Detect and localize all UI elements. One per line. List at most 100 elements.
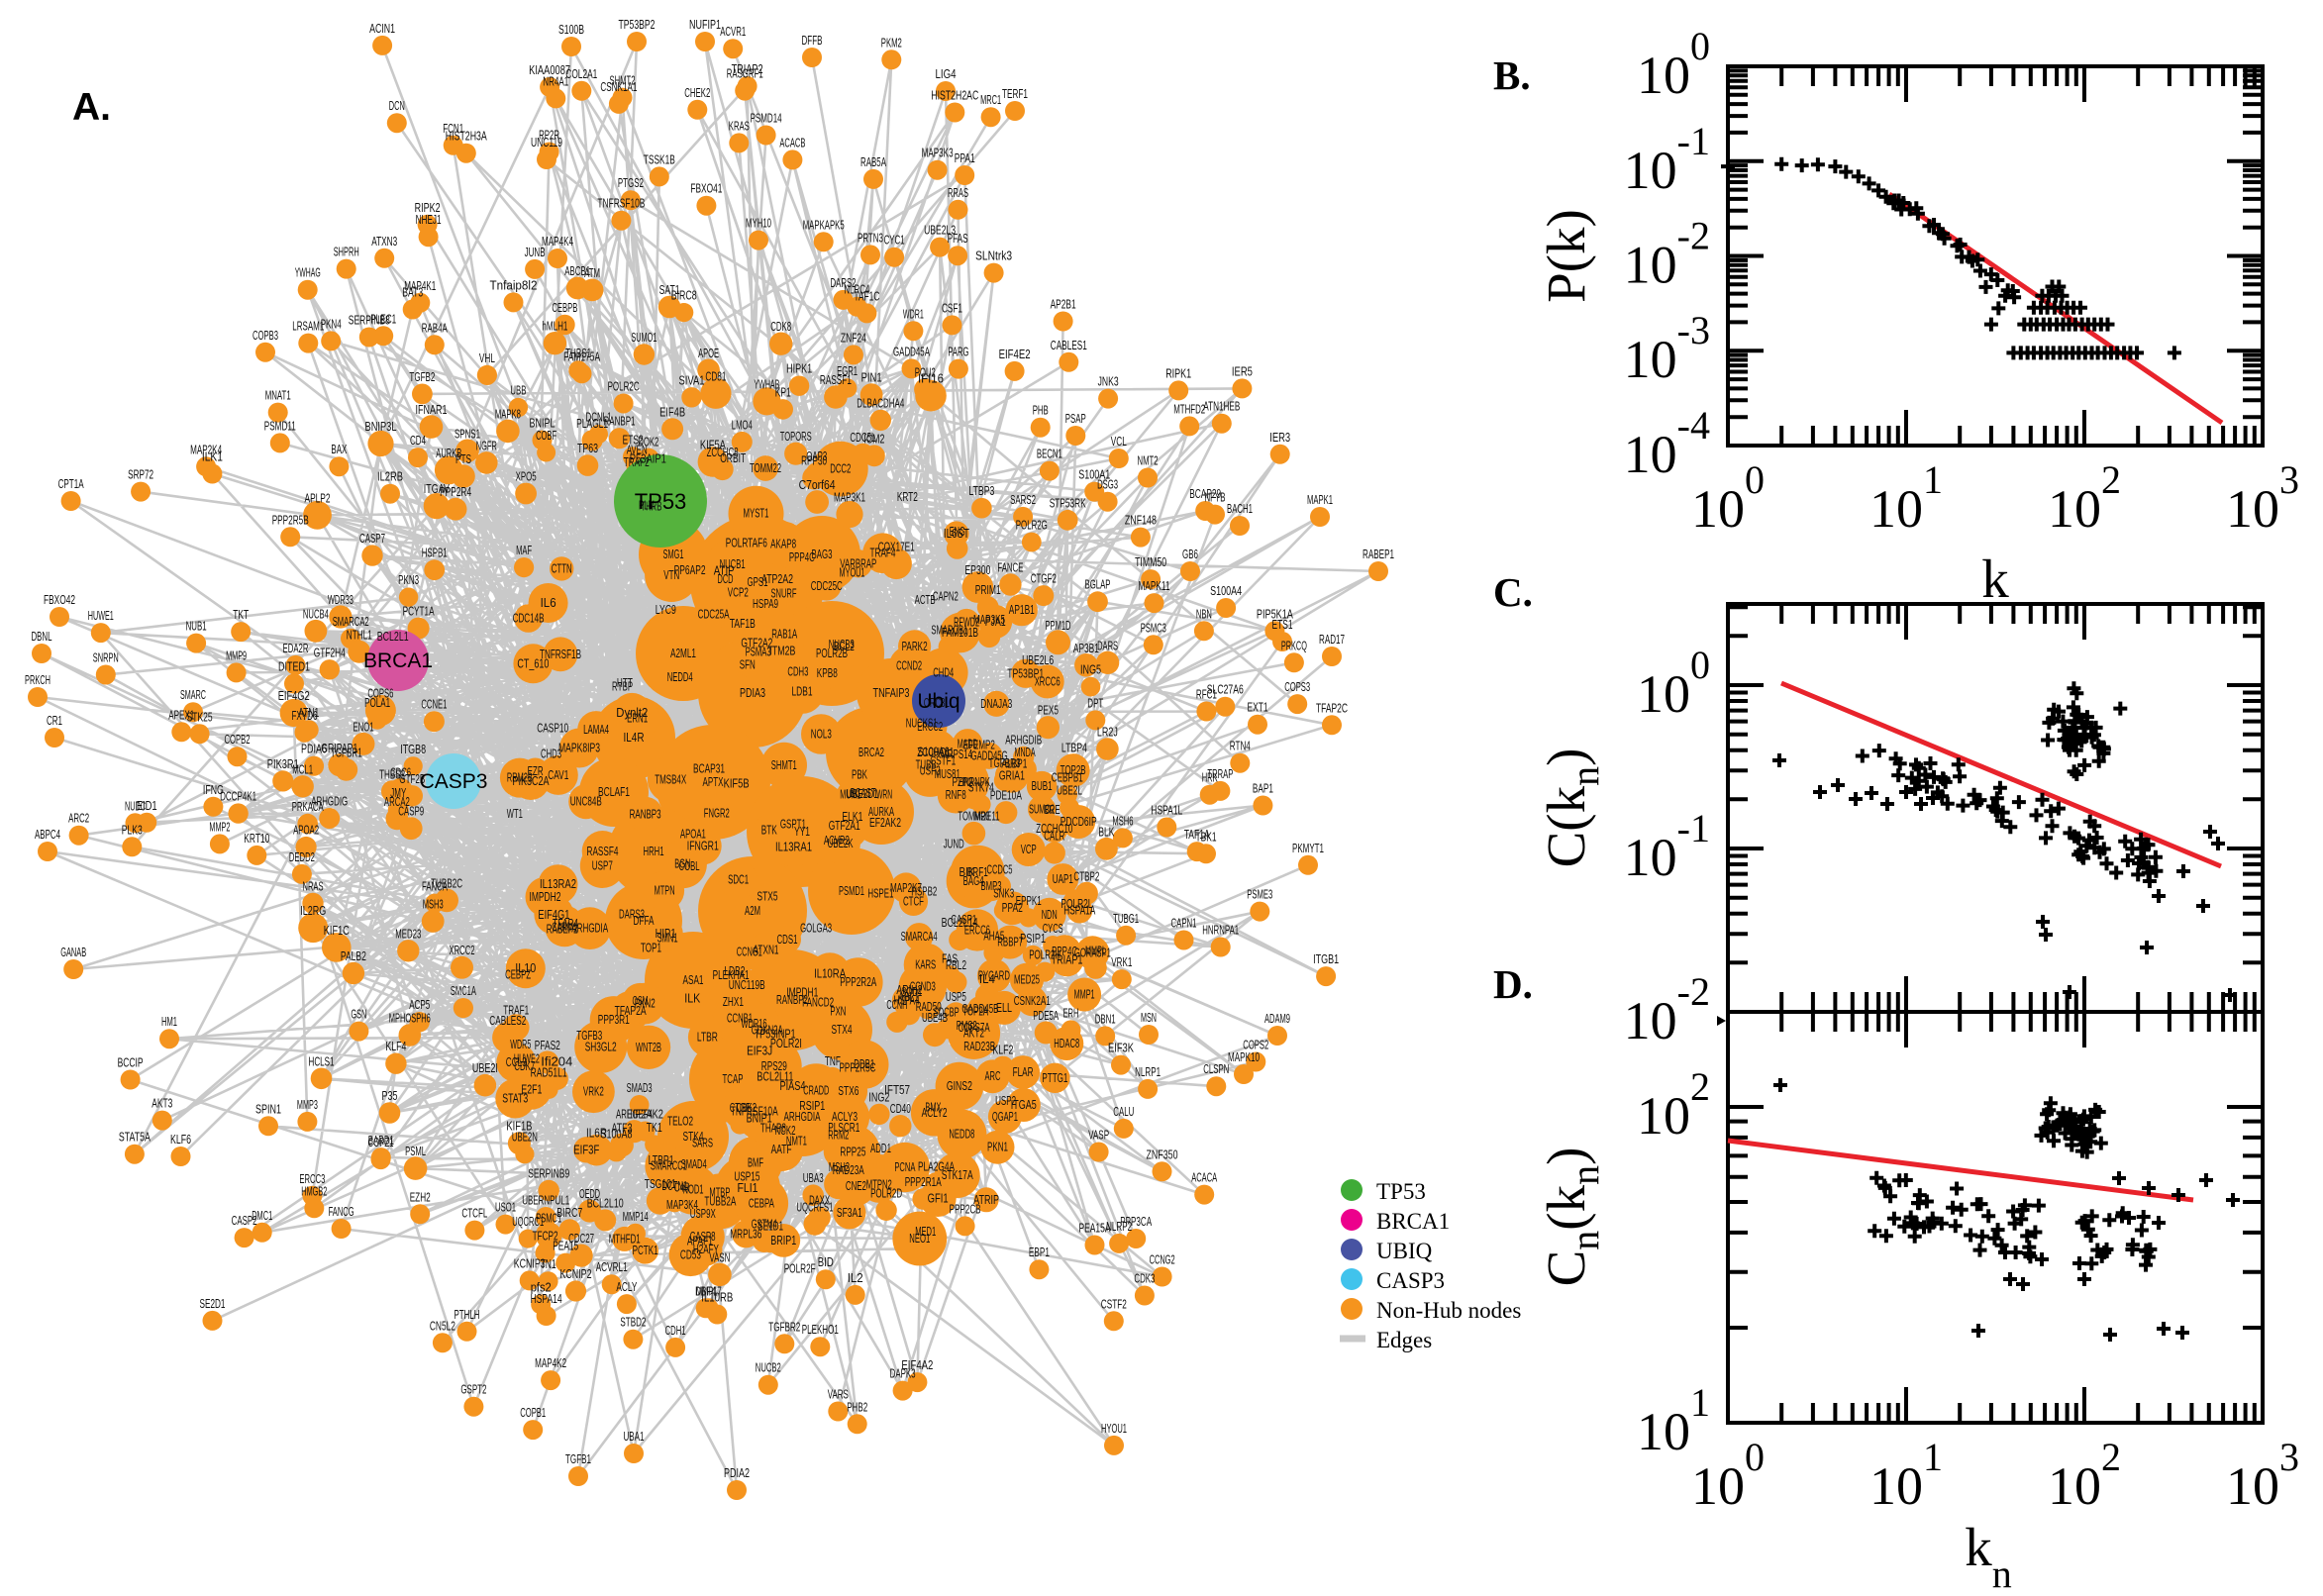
svg-text:JMY: JMY xyxy=(390,785,406,800)
svg-text:Ubiq: Ubiq xyxy=(917,690,960,713)
svg-text:MAP2K7: MAP2K7 xyxy=(890,880,922,895)
svg-text:PTS: PTS xyxy=(455,451,471,466)
svg-text:ARC: ARC xyxy=(985,1068,1001,1083)
svg-text:SARS2: SARS2 xyxy=(1010,492,1036,507)
svg-text:PIP5K1A: PIP5K1A xyxy=(1257,606,1293,621)
svg-text:BAG4: BAG4 xyxy=(963,873,984,888)
svg-text:UQCRFS1: UQCRFS1 xyxy=(796,1199,833,1214)
svg-text:ARIH2: ARIH2 xyxy=(896,982,922,997)
svg-text:CSTF1: CSTF1 xyxy=(930,752,956,767)
svg-text:MAPK8IP3: MAPK8IP3 xyxy=(558,741,600,755)
svg-text:IFNGR1: IFNGR1 xyxy=(687,839,719,853)
svg-text:EIF3F: EIF3F xyxy=(573,1142,599,1156)
svg-text:STX4: STX4 xyxy=(832,1022,853,1037)
svg-text:IL13RA2: IL13RA2 xyxy=(540,876,576,891)
svg-text:ACP5: ACP5 xyxy=(409,997,430,1012)
svg-text:PKN3: PKN3 xyxy=(398,572,419,587)
svg-text:VARS: VARS xyxy=(828,1387,849,1402)
svg-text:TRAF2: TRAF2 xyxy=(624,454,650,469)
svg-text:PPP2CB: PPP2CB xyxy=(950,1201,981,1216)
svg-text:ATXN3: ATXN3 xyxy=(371,234,397,249)
svg-text:TAF1C: TAF1C xyxy=(854,288,879,303)
svg-text:FANCD2: FANCD2 xyxy=(802,994,834,1009)
svg-text:PIK3C2A: PIK3C2A xyxy=(513,773,550,788)
svg-text:GADD45G: GADD45G xyxy=(971,748,1008,762)
svg-text:H2AFY: H2AFY xyxy=(693,1242,719,1256)
svg-text:PZP2: PZP2 xyxy=(953,774,973,789)
svg-text:FANCG: FANCG xyxy=(329,1204,354,1219)
svg-text:RSIP1: RSIP1 xyxy=(799,1098,825,1113)
svg-text:pfs2: pfs2 xyxy=(531,1279,552,1294)
svg-text:ACLY3: ACLY3 xyxy=(832,1109,858,1124)
svg-text:DFFA: DFFA xyxy=(634,913,655,928)
svg-text:STK17A: STK17A xyxy=(942,1167,973,1182)
svg-text:HSPB2: HSPB2 xyxy=(911,884,937,899)
svg-text:CALR: CALR xyxy=(1044,829,1064,844)
svg-text:GORASP1: GORASP1 xyxy=(1074,945,1111,959)
svg-text:UQCRC1: UQCRC1 xyxy=(512,1214,544,1229)
svg-text:TGFBR1: TGFBR1 xyxy=(331,745,362,759)
svg-text:CDK7: CDK7 xyxy=(514,1058,535,1073)
svg-text:EID1: EID1 xyxy=(137,798,157,813)
svg-text:LDB1: LDB1 xyxy=(792,684,813,699)
svg-text:WDR5: WDR5 xyxy=(510,1037,531,1051)
svg-text:S100A6: S100A6 xyxy=(918,744,950,758)
svg-text:NLRP2: NLRP2 xyxy=(1106,1219,1132,1234)
svg-text:C7orf64: C7orf64 xyxy=(799,477,836,492)
svg-text:TNFRSF10B: TNFRSF10B xyxy=(597,196,645,211)
svg-text:S100B: S100B xyxy=(558,22,584,37)
svg-text:D.: D. xyxy=(1493,961,1533,1007)
svg-text:RRAS: RRAS xyxy=(948,185,968,200)
svg-text:BMX: BMX xyxy=(925,1099,941,1114)
svg-text:THRB: THRB xyxy=(641,499,661,514)
svg-text:IER3: IER3 xyxy=(1269,430,1290,445)
svg-text:CCNE1: CCNE1 xyxy=(421,697,447,712)
svg-text:PPP2R1A: PPP2R1A xyxy=(905,1174,942,1189)
svg-text:FLAR: FLAR xyxy=(1013,1064,1034,1079)
svg-text:WDR16: WDR16 xyxy=(742,1016,767,1031)
svg-text:LAMA4: LAMA4 xyxy=(583,722,609,737)
svg-text:BNIPL: BNIPL xyxy=(530,416,556,431)
svg-text:TAF1A: TAF1A xyxy=(1184,827,1210,842)
svg-text:RFC1: RFC1 xyxy=(1196,687,1217,702)
svg-text:PMS2: PMS2 xyxy=(957,1018,977,1033)
svg-text:NEO1: NEO1 xyxy=(909,1231,930,1246)
svg-text:Dynlt2: Dynlt2 xyxy=(616,705,648,720)
svg-text:XRCC2: XRCC2 xyxy=(450,943,475,957)
svg-text:XRCC6: XRCC6 xyxy=(1035,673,1060,688)
svg-text:DSG3: DSG3 xyxy=(1097,477,1118,492)
svg-text:ZCCHC10: ZCCHC10 xyxy=(1036,821,1072,836)
svg-text:CAV1: CAV1 xyxy=(548,767,568,782)
svg-text:SMG1: SMG1 xyxy=(663,547,684,561)
svg-text:HIST2H2AC: HIST2H2AC xyxy=(931,88,978,103)
svg-text:RAB5A: RAB5A xyxy=(860,154,886,169)
svg-text:MSN: MSN xyxy=(1141,1010,1157,1025)
svg-text:MAP3K5: MAP3K5 xyxy=(973,612,1005,627)
svg-text:CDC27: CDC27 xyxy=(568,1231,594,1246)
svg-text:BCL2L14: BCL2L14 xyxy=(942,915,978,930)
svg-text:PFAS2: PFAS2 xyxy=(535,1038,560,1052)
svg-text:HUWE2: HUWE2 xyxy=(514,1050,540,1065)
svg-text:BTK: BTK xyxy=(761,823,777,838)
svg-text:BLK: BLK xyxy=(1098,824,1114,839)
svg-text:TBK1: TBK1 xyxy=(1196,829,1217,844)
svg-text:GB6: GB6 xyxy=(1182,547,1198,561)
svg-text:LIG4: LIG4 xyxy=(936,66,957,81)
svg-text:CDC5L: CDC5L xyxy=(850,430,875,445)
svg-text:E2F1: E2F1 xyxy=(521,1082,542,1097)
svg-text:CN5L2: CN5L2 xyxy=(430,1318,455,1333)
svg-text:UBE2D1: UBE2D1 xyxy=(847,786,878,801)
svg-text:PSIP1: PSIP1 xyxy=(1020,931,1046,946)
svg-text:TSSK1B: TSSK1B xyxy=(644,151,675,166)
svg-text:SHPRH: SHPRH xyxy=(334,245,359,259)
svg-text:PIK3R1: PIK3R1 xyxy=(267,756,299,771)
svg-text:CTCF: CTCF xyxy=(903,893,924,908)
svg-text:CNE2: CNE2 xyxy=(846,1178,866,1193)
svg-text:NUCB1: NUCB1 xyxy=(720,556,746,571)
svg-text:CASP8: CASP8 xyxy=(690,1229,716,1244)
svg-text:CASP10: CASP10 xyxy=(537,721,568,736)
svg-text:HNRNPK: HNRNPK xyxy=(959,774,990,789)
svg-text:IL4: IL4 xyxy=(979,971,995,986)
svg-text:BGLAP: BGLAP xyxy=(1085,577,1111,592)
svg-text:ARHGDIG: ARHGDIG xyxy=(311,794,348,809)
